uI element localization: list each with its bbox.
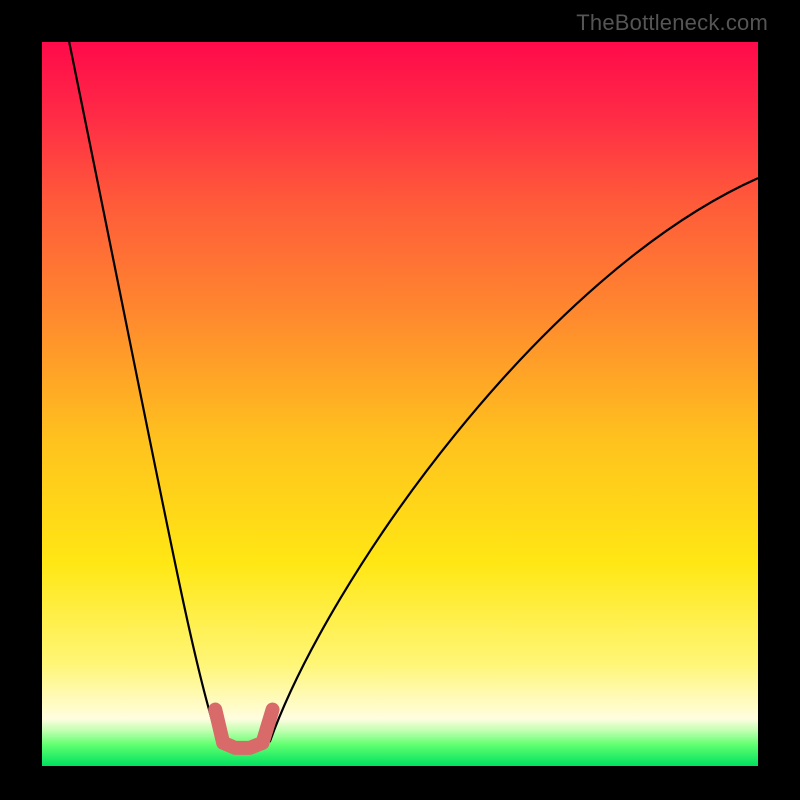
gradient-background (42, 42, 758, 766)
chart-svg (42, 42, 758, 766)
green-band (42, 719, 758, 766)
plot-area (42, 42, 758, 766)
watermark-text: TheBottleneck.com (576, 10, 768, 36)
